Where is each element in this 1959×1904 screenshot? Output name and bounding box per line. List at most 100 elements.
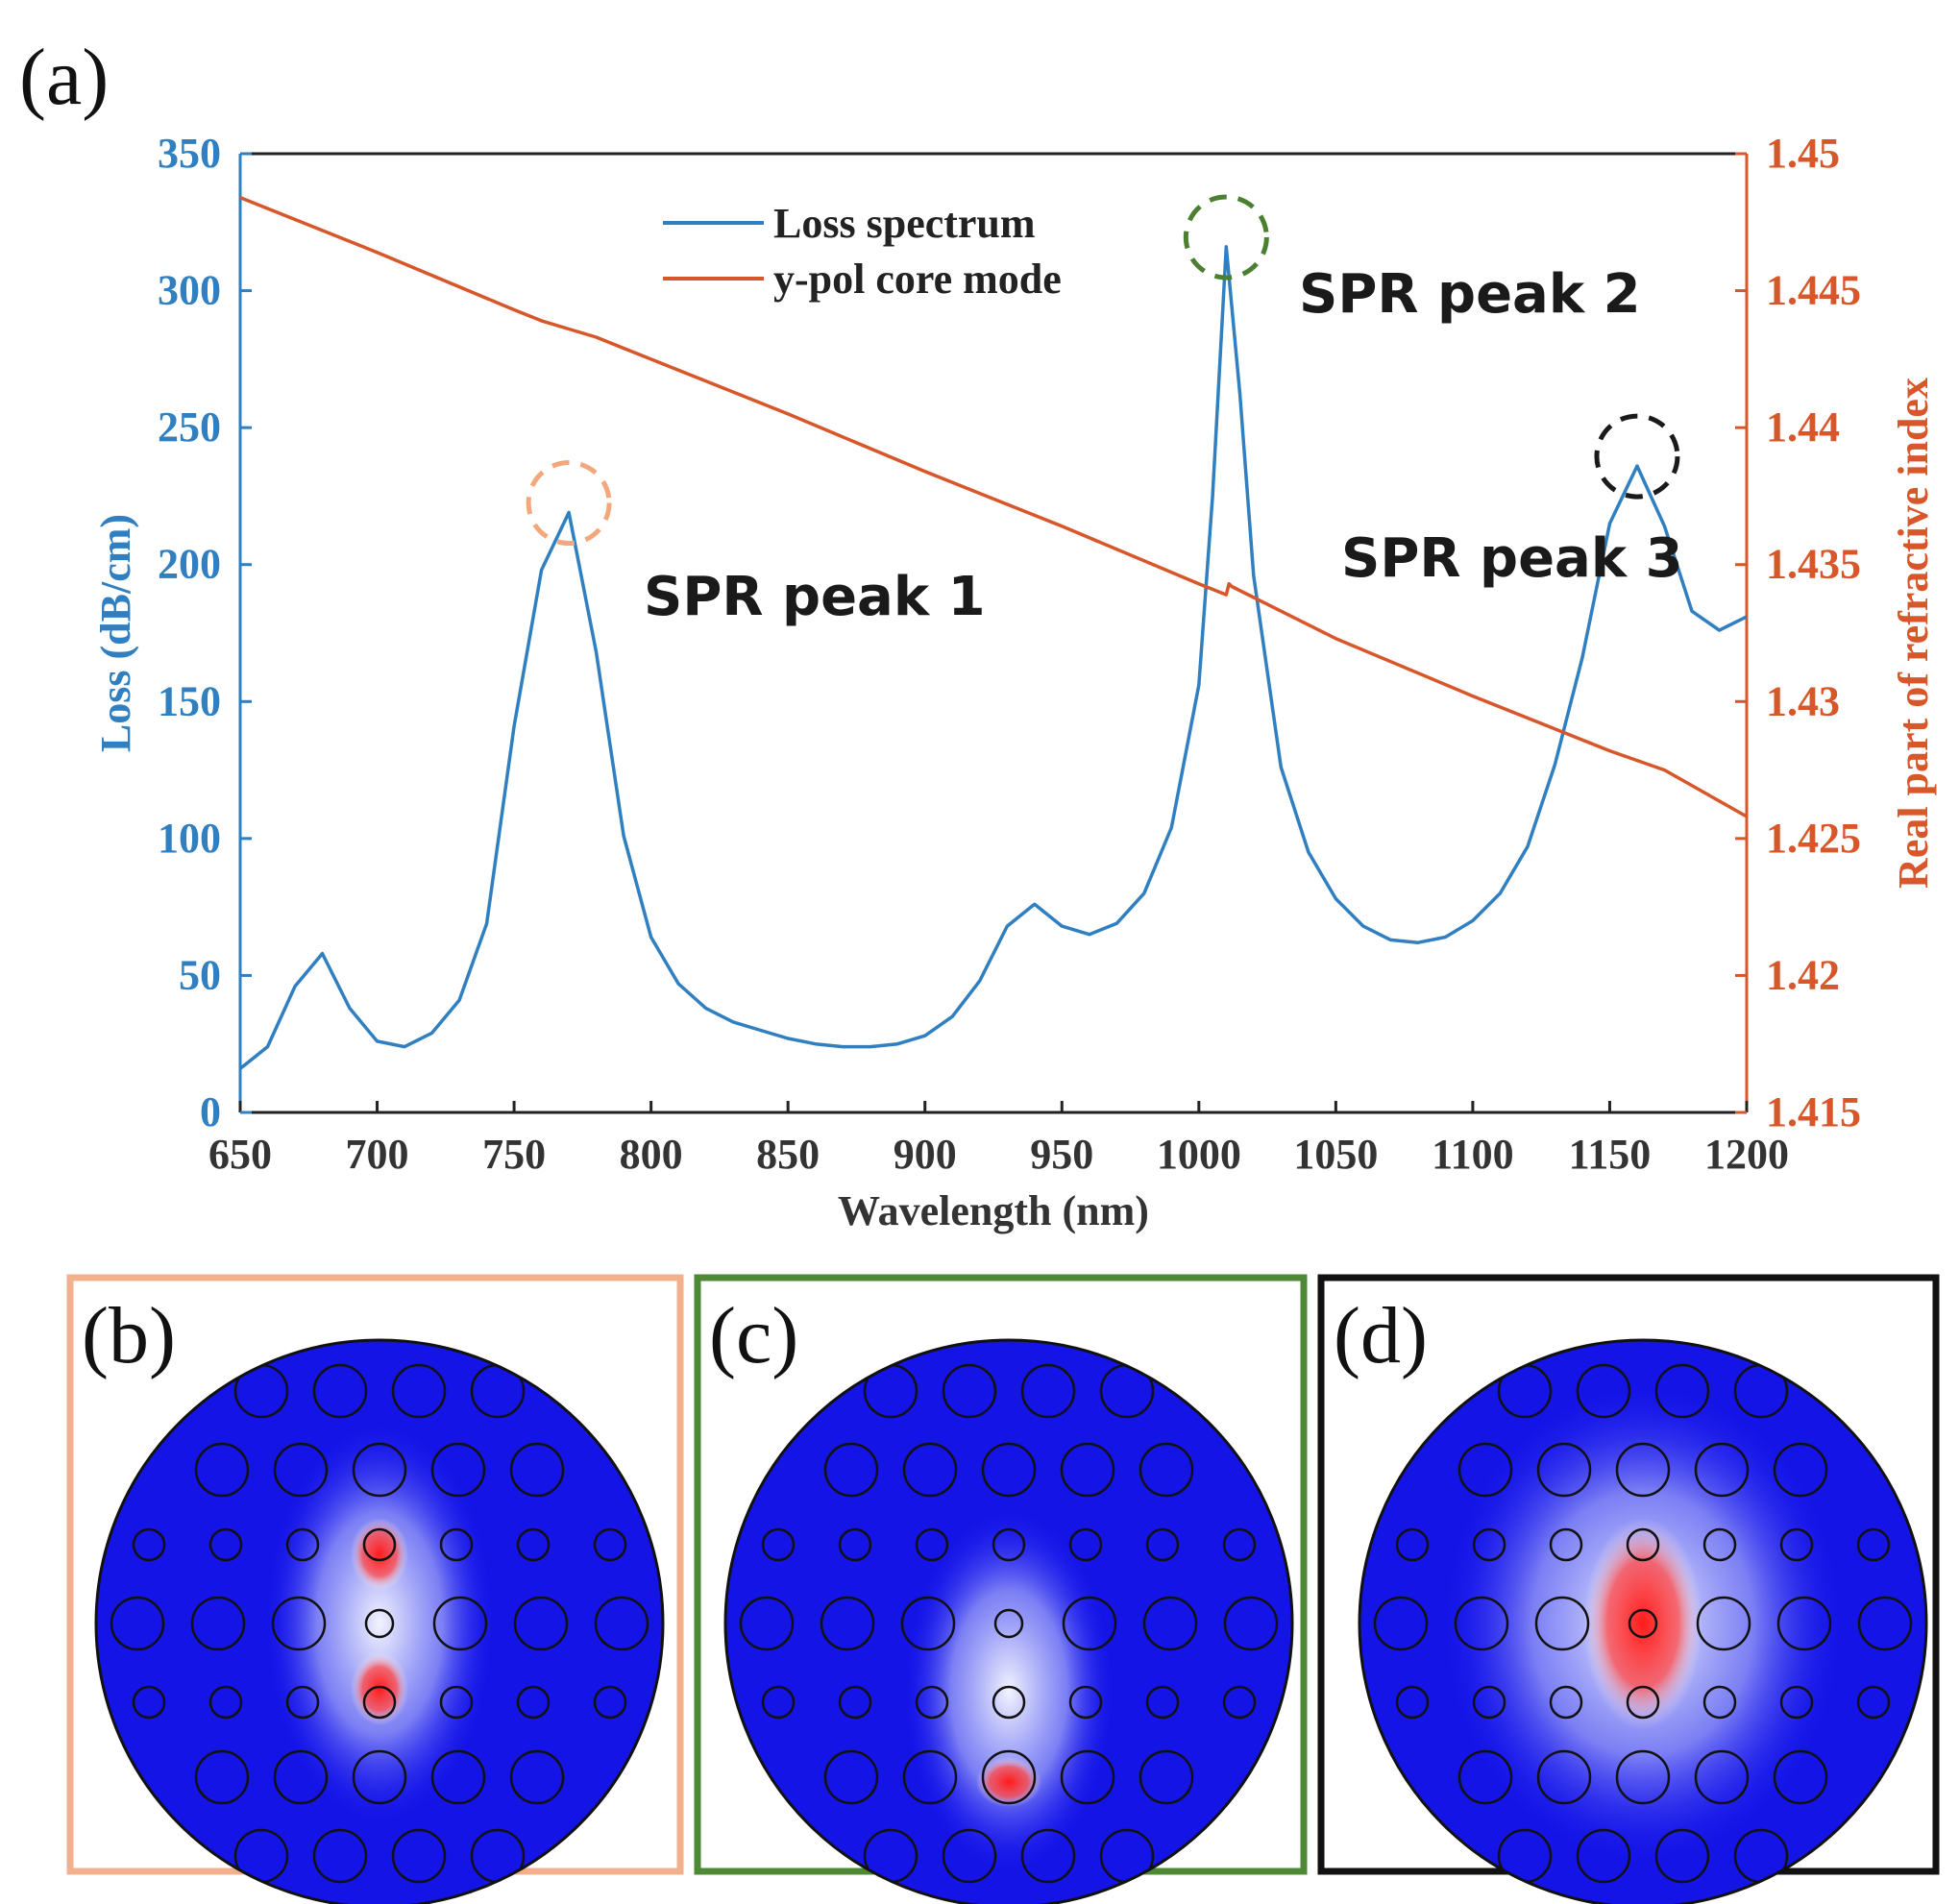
y-right-tick-label: 1.44 [1766, 403, 1840, 451]
y-left-tick-label: 300 [158, 267, 221, 314]
air-hole [1062, 1596, 1117, 1651]
air-hole [1395, 1685, 1430, 1720]
air-hole [1576, 1363, 1631, 1419]
air-hole [1068, 1685, 1103, 1720]
legend: Loss spectrum y-pol core mode [663, 200, 1062, 303]
x-tick-label: 900 [894, 1131, 957, 1178]
air-hole [1779, 1685, 1814, 1720]
legend-label-index: y-pol core mode [773, 256, 1062, 303]
loss-spectrum-line [240, 245, 1747, 1070]
air-hole [208, 1685, 243, 1720]
y-right-tick-label: 1.435 [1766, 541, 1861, 588]
x-tick-label: 1200 [1704, 1131, 1789, 1178]
annotation-spr-peak-1: SPR peak 1 [644, 566, 986, 628]
air-hole [1534, 1596, 1590, 1651]
y-right-tick-label: 1.415 [1766, 1088, 1861, 1135]
mode-field-b [94, 1338, 665, 1904]
air-hole [1142, 1596, 1198, 1651]
air-hole [362, 1527, 397, 1562]
x-ticks: 650 700 750 800 850 900 950 1000 1050 1100 1150 120… [208, 1101, 1789, 1178]
panel-label-d: (d) [1334, 1291, 1428, 1380]
air-hole [1773, 1442, 1828, 1498]
y-left-tick-label: 200 [158, 541, 221, 588]
air-hole [194, 1442, 250, 1498]
hot-spot-d [1583, 1518, 1702, 1729]
x-tick-label: 1050 [1293, 1131, 1378, 1178]
air-hole [391, 1363, 447, 1419]
air-hole [1615, 1442, 1671, 1498]
air-hole [593, 1685, 627, 1720]
air-hole [1654, 1828, 1710, 1884]
air-hole [509, 1442, 565, 1498]
air-hole [110, 1596, 165, 1651]
x-tick-label: 800 [620, 1131, 683, 1178]
air-hole [1779, 1527, 1814, 1562]
air-hole [1536, 1442, 1592, 1498]
y-right-tick-label: 1.445 [1766, 267, 1861, 314]
air-hole [1222, 1685, 1257, 1720]
air-hole [1373, 1596, 1429, 1651]
air-hole [902, 1749, 958, 1805]
air-hole [1472, 1527, 1506, 1562]
y-right-tick-label: 1.425 [1766, 815, 1861, 862]
y-left-tick-label: 350 [158, 130, 221, 177]
air-hole [1395, 1527, 1430, 1562]
air-hole [439, 1685, 474, 1720]
air-hole [981, 1442, 1037, 1498]
y-left-tick-label: 100 [158, 815, 221, 862]
air-hole [993, 1608, 1024, 1639]
air-hole [739, 1596, 795, 1651]
air-hole [1139, 1442, 1194, 1498]
peak-marker-3 [1594, 413, 1680, 500]
air-hole [1856, 1527, 1891, 1562]
air-hole [312, 1363, 368, 1419]
air-hole [352, 1749, 407, 1805]
air-hole [761, 1685, 796, 1720]
air-hole [1457, 1749, 1513, 1805]
axes [238, 152, 1749, 1114]
air-hole [430, 1749, 486, 1805]
air-hole [823, 1749, 879, 1805]
air-hole [1626, 1685, 1660, 1720]
air-hole [992, 1527, 1026, 1562]
air-hole [942, 1363, 997, 1419]
air-hole [1068, 1527, 1103, 1562]
air-hole [1457, 1442, 1513, 1498]
x-axis-label: Wavelength (nm) [838, 1187, 1149, 1234]
y-right-axis-label: Real part of refractive index [1890, 378, 1937, 889]
x-tick-label: 650 [208, 1131, 272, 1178]
air-hole [1549, 1527, 1583, 1562]
air-hole [509, 1749, 565, 1805]
air-hole [273, 1749, 329, 1805]
air-hole [439, 1527, 474, 1562]
y-left-axis-label: Loss (dB/cm) [92, 514, 139, 752]
air-hole [208, 1527, 243, 1562]
panel-label-b: (b) [82, 1291, 176, 1380]
air-hole [981, 1749, 1037, 1805]
air-hole [1696, 1596, 1751, 1651]
x-tick-label: 1150 [1569, 1131, 1652, 1178]
air-hole [352, 1442, 407, 1498]
y-left-tick-label: 0 [200, 1088, 221, 1135]
mode-field-c [723, 1338, 1294, 1904]
mode-field-d [1358, 1338, 1928, 1904]
panel-label-c: (c) [709, 1291, 798, 1380]
air-hole [1222, 1527, 1257, 1562]
air-hole [285, 1685, 320, 1720]
field-glow-c [903, 1508, 1114, 1873]
legend-label-loss: Loss spectrum [773, 200, 1036, 247]
air-hole [1654, 1363, 1710, 1419]
air-hole [1626, 1527, 1660, 1562]
air-hole [1454, 1596, 1509, 1651]
air-hole [1856, 1685, 1891, 1720]
x-tick-label: 700 [346, 1131, 409, 1178]
air-hole [900, 1596, 956, 1651]
annotation-spr-peak-2: SPR peak 2 [1299, 263, 1641, 326]
air-hole [1145, 1685, 1180, 1720]
hot-spot-lower-b [351, 1652, 408, 1725]
air-hole [1776, 1596, 1832, 1651]
panel-label-a: (a) [19, 33, 109, 122]
air-hole [362, 1685, 397, 1720]
air-hole [902, 1442, 958, 1498]
